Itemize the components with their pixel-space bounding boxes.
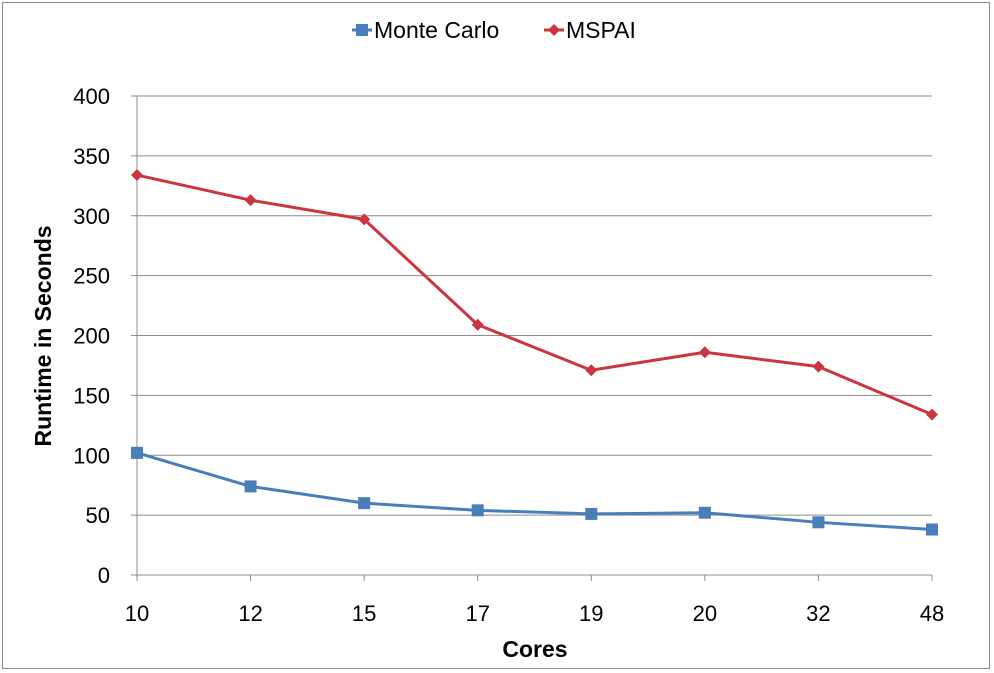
legend-marker-mspai: [548, 24, 560, 36]
legend-label-mspai: MSPAI: [566, 17, 636, 43]
x-tick-label-10: 10: [125, 601, 149, 626]
legend-marker-monte-carlo: [356, 24, 368, 36]
axes: [131, 95, 933, 581]
point-monte-carlo-32: [812, 516, 825, 529]
x-tick-label-32: 32: [806, 601, 830, 626]
point-monte-carlo-15: [358, 497, 371, 510]
x-tick-label-15: 15: [352, 601, 376, 626]
x-tick-labels: 10 12 15 17 19 20 32 48: [125, 601, 944, 626]
point-monte-carlo-12: [244, 480, 257, 493]
y-tick-label-150: 150: [73, 383, 110, 408]
x-tick-label-20: 20: [693, 601, 717, 626]
y-tick-label-350: 350: [73, 144, 110, 169]
y-axis-title: Runtime in Seconds: [30, 225, 56, 446]
y-tick-label-0: 0: [98, 563, 110, 588]
series-line-mspai: [136, 173, 933, 416]
point-mspai-32: [812, 360, 825, 373]
y-tick-label-200: 200: [73, 324, 110, 349]
x-tick-label-48: 48: [920, 601, 944, 626]
point-mspai-12: [244, 194, 257, 207]
y-tick-label-400: 400: [73, 84, 110, 109]
y-tick-label-50: 50: [86, 503, 110, 528]
point-monte-carlo-19: [585, 507, 598, 520]
point-mspai-10: [131, 169, 143, 182]
y-tick-label-250: 250: [73, 264, 110, 289]
x-tick-label-17: 17: [465, 601, 489, 626]
point-mspai-17: [471, 318, 484, 331]
y-tick-label-300: 300: [73, 204, 110, 229]
point-mspai-20: [698, 346, 711, 359]
series-line-monte-carlo: [136, 451, 933, 531]
point-monte-carlo-48: [926, 523, 938, 536]
y-tick-label-100: 100: [73, 443, 110, 468]
point-mspai-48: [926, 408, 938, 421]
series-monte-carlo: [131, 446, 938, 536]
x-axis-title: Cores: [502, 636, 567, 662]
point-monte-carlo-17: [471, 504, 484, 517]
series-mspai: [131, 169, 938, 421]
point-monte-carlo-10: [131, 446, 143, 459]
legend: Monte Carlo MSPAI: [352, 17, 636, 43]
point-mspai-15: [358, 213, 371, 226]
series: [131, 169, 938, 536]
y-tick-labels: 0 50 100 150 200 250 300 350 400: [73, 84, 110, 588]
point-monte-carlo-20: [698, 506, 711, 519]
point-mspai-19: [585, 364, 598, 377]
x-tick-label-19: 19: [579, 601, 603, 626]
legend-label-monte-carlo: Monte Carlo: [374, 17, 499, 43]
x-tick-label-12: 12: [238, 601, 262, 626]
gridlines: [137, 95, 932, 516]
